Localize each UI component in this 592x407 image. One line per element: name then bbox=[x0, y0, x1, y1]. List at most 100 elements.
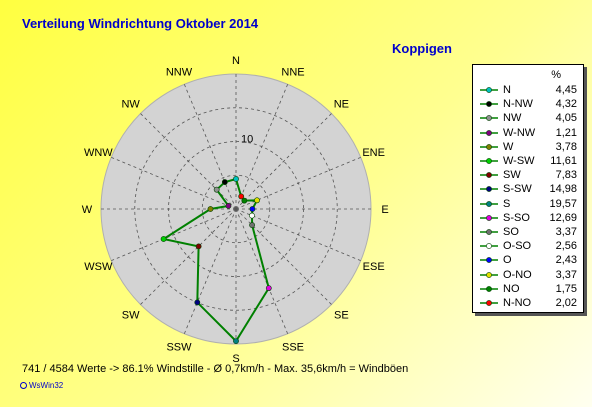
legend-item-n-nw: N-NW 4,32 bbox=[473, 97, 583, 111]
legend-label: NW bbox=[503, 112, 522, 125]
legend-marker bbox=[480, 200, 498, 207]
data-point-o-so bbox=[249, 212, 255, 219]
data-point-w-sw bbox=[160, 236, 167, 242]
legend-marker bbox=[480, 229, 498, 235]
legend-label: O-SO bbox=[503, 240, 532, 253]
legend-label: N-NO bbox=[503, 297, 532, 309]
legend-item-no: NO 1,75 bbox=[473, 282, 583, 296]
direction-label-SW: SW bbox=[122, 309, 140, 321]
data-point-nw bbox=[213, 186, 220, 193]
grid-ring-3 bbox=[134, 107, 338, 311]
legend: % N 4,45 N-NW 4,32 NW 4,05 W-NW 1,21 W 3,78 W-SW 11… bbox=[472, 64, 584, 313]
legend-value: 3,37 bbox=[555, 226, 577, 238]
direction-label-S: S bbox=[232, 353, 239, 365]
legend-marker bbox=[480, 143, 498, 150]
grid-ring-1 bbox=[201, 174, 271, 244]
legend-label: NO bbox=[503, 282, 520, 295]
legend-label: W bbox=[503, 140, 514, 153]
legend-label: W-SW bbox=[503, 155, 535, 167]
brand-label: WsWin32 bbox=[20, 381, 63, 390]
legend-item-s-so: S-SO 12,69 bbox=[473, 211, 583, 225]
legend-item-sw: SW 7,83 bbox=[473, 168, 583, 182]
data-point-s-sw bbox=[194, 299, 201, 306]
data-point-n-no bbox=[238, 193, 245, 200]
data-point-s bbox=[233, 338, 239, 344]
direction-label-NE: NE bbox=[334, 99, 349, 111]
direction-label-N: N bbox=[232, 55, 240, 67]
legend-label: S bbox=[503, 197, 511, 210]
legend-value: 7,83 bbox=[555, 169, 577, 182]
spoke-NE bbox=[235, 113, 332, 210]
data-point-w-nw bbox=[225, 202, 232, 209]
spoke-NNW bbox=[183, 84, 237, 210]
data-point-o bbox=[249, 206, 256, 212]
direction-label-WNW: WNW bbox=[84, 147, 113, 159]
legend-item-o: O 2,43 bbox=[473, 253, 583, 267]
legend-item-s: S 19,57 bbox=[473, 197, 583, 211]
footer-stats: 741 / 4584 Werte -> 86.1% Windstille - Ø… bbox=[22, 363, 409, 375]
legend-value: 1,75 bbox=[555, 282, 577, 295]
legend-label: O-NO bbox=[503, 268, 532, 281]
legend-item-so: SO 3,37 bbox=[473, 225, 583, 239]
spoke-ESE bbox=[235, 208, 361, 262]
spoke-SW bbox=[140, 208, 237, 305]
spoke-SE bbox=[235, 208, 332, 305]
brand-text: WsWin32 bbox=[29, 381, 64, 390]
legend-item-n: N 4,45 bbox=[473, 83, 583, 97]
legend-label: S-SO bbox=[503, 211, 530, 224]
legend-marker bbox=[480, 243, 498, 250]
legend-marker bbox=[480, 300, 498, 306]
spoke-SSE bbox=[235, 208, 289, 334]
legend-value: 14,98 bbox=[549, 183, 577, 196]
station-name: Koppigen bbox=[392, 41, 452, 56]
legend-label: N-NW bbox=[503, 98, 533, 111]
spoke-SSW bbox=[183, 208, 237, 334]
legend-value: 2,02 bbox=[555, 297, 577, 309]
legend-marker bbox=[480, 158, 498, 164]
legend-value: 19,57 bbox=[549, 197, 577, 210]
legend-marker bbox=[480, 115, 498, 122]
legend-value: 4,45 bbox=[555, 84, 577, 96]
legend-marker bbox=[480, 271, 498, 278]
direction-label-WSW: WSW bbox=[84, 261, 113, 273]
legend-label: S-SW bbox=[503, 183, 532, 196]
direction-label-ENE: ENE bbox=[362, 147, 385, 159]
legend-marker bbox=[480, 101, 498, 108]
legend-value: 3,37 bbox=[555, 268, 577, 281]
data-point-s-so bbox=[265, 285, 272, 292]
legend-value: 4,32 bbox=[555, 98, 577, 111]
legend-marker bbox=[480, 186, 498, 193]
legend-item-w-sw: W-SW 11,61 bbox=[473, 154, 583, 168]
legend-marker bbox=[480, 257, 498, 264]
legend-marker bbox=[480, 87, 498, 93]
legend-item-nw: NW 4,05 bbox=[473, 111, 583, 125]
legend-value: 11,61 bbox=[550, 155, 577, 167]
legend-marker bbox=[480, 285, 498, 292]
legend-item-w: W 3,78 bbox=[473, 140, 583, 154]
legend-label: SO bbox=[503, 226, 519, 238]
legend-item-w-nw: W-NW 1,21 bbox=[473, 126, 583, 140]
spoke-WNW bbox=[111, 156, 237, 210]
data-point-n-nw bbox=[221, 179, 228, 185]
legend-item-s-sw: S-SW 14,98 bbox=[473, 182, 583, 196]
data-point-n bbox=[233, 176, 239, 182]
legend-value: 2,43 bbox=[555, 254, 577, 267]
legend-item-o-no: O-NO 3,37 bbox=[473, 268, 583, 282]
direction-label-SSE: SSE bbox=[282, 342, 304, 354]
direction-label-SSW: SSW bbox=[166, 342, 192, 354]
legend-label: O bbox=[503, 254, 512, 267]
direction-label-NNW: NNW bbox=[166, 66, 193, 78]
legend-marker bbox=[480, 172, 498, 179]
ring-label: 10 bbox=[241, 134, 253, 146]
legend-value: 4,05 bbox=[555, 112, 577, 125]
direction-label-W: W bbox=[82, 204, 93, 216]
data-point-so bbox=[249, 222, 255, 228]
data-point-sw bbox=[195, 243, 202, 250]
direction-label-ESE: ESE bbox=[363, 261, 385, 273]
spoke-NNE bbox=[235, 84, 289, 210]
legend-value: 2,56 bbox=[555, 240, 577, 253]
data-point-no bbox=[241, 197, 248, 204]
legend-value: 12,69 bbox=[549, 211, 577, 224]
data-point-w bbox=[207, 206, 214, 212]
